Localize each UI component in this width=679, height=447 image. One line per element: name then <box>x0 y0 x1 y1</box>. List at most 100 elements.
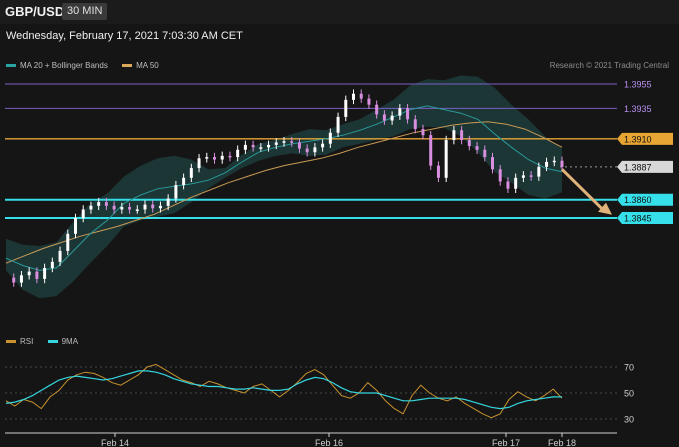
candle-body <box>243 144 247 150</box>
candle-body <box>475 146 479 150</box>
candle-body <box>97 202 101 206</box>
candle-body <box>514 177 518 189</box>
candle-body <box>259 147 263 149</box>
candle-body <box>421 129 425 136</box>
candle-body <box>359 93 363 99</box>
legend-label-9ma: 9MA <box>61 337 79 346</box>
candle-body <box>436 165 440 178</box>
level-tag-1.3887 <box>617 160 673 173</box>
rsi-tick-70: 70 <box>624 363 634 373</box>
candle-body <box>552 160 556 163</box>
legend-label-ma50: MA 50 <box>136 61 159 70</box>
candle-body <box>128 207 132 210</box>
candle-body <box>545 161 549 167</box>
candle-body <box>336 116 340 133</box>
candle-body <box>228 155 232 158</box>
candle-body <box>483 149 487 158</box>
candle-body <box>398 108 402 116</box>
forecast-arrow <box>560 168 606 212</box>
x-tick-label-Feb 14: Feb 14 <box>101 438 129 447</box>
candle-body <box>189 168 193 178</box>
candle-body <box>290 141 294 143</box>
x-tick-label-Feb 16: Feb 16 <box>315 438 343 447</box>
candle-body <box>506 181 510 189</box>
candle-body <box>43 267 47 279</box>
level-tag-1.3910 <box>617 132 673 145</box>
candle-body <box>313 147 317 153</box>
candle-body <box>537 166 541 177</box>
candle-body <box>521 175 525 178</box>
candle-body <box>467 140 471 147</box>
candle-body <box>251 144 255 148</box>
level-label-1.3910: 1.3910 <box>624 134 652 144</box>
candle-body <box>429 135 433 166</box>
candle-body <box>452 130 456 141</box>
candle-body <box>35 271 39 279</box>
forecast-arrowhead <box>598 202 612 215</box>
candle-body <box>174 185 178 199</box>
candle-body <box>382 114 386 121</box>
legend-label-ma20-bb: MA 20 + Bollinger Bands <box>20 61 108 70</box>
level-tag-1.3860 <box>617 193 673 206</box>
candle-body <box>344 99 348 117</box>
candle-body <box>328 132 332 144</box>
candle-body <box>104 202 108 206</box>
candle-body <box>197 158 201 169</box>
rsi-series-RSI <box>5 363 563 419</box>
candle-body <box>460 130 464 141</box>
candle-body <box>220 155 224 160</box>
candle-body <box>89 205 93 210</box>
candle-body <box>66 233 70 251</box>
legend-swatch-ma20-bb <box>6 64 16 68</box>
candle-body <box>50 261 54 268</box>
candle-body <box>74 218 77 234</box>
level-label-1.3887: 1.3887 <box>624 162 652 172</box>
candle-body <box>352 93 355 100</box>
candle-body <box>444 140 448 178</box>
candle-body <box>12 277 16 283</box>
candle-body <box>112 205 116 210</box>
research-credit: Research © 2021 Trading Central <box>549 61 669 70</box>
candle-body <box>491 157 494 170</box>
legend-swatch-ma50 <box>122 64 133 68</box>
candle-body <box>27 271 31 276</box>
candle-body <box>19 275 23 283</box>
candle-body <box>151 204 155 209</box>
candle-body <box>135 209 139 211</box>
rsi-series-9MA <box>5 370 562 410</box>
level-label-1.3935: 1.3935 <box>624 104 652 114</box>
symbol-label: GBP/USD <box>5 4 65 19</box>
candle-body <box>560 160 564 167</box>
x-tick-label-Feb 18: Feb 18 <box>548 438 576 447</box>
level-label-1.3860: 1.3860 <box>624 195 652 205</box>
candle-body <box>375 104 379 115</box>
legend-item-9ma: 9MA <box>47 337 79 346</box>
candle-body <box>120 207 124 210</box>
level-label-1.3955: 1.3955 <box>624 80 652 90</box>
candle-body <box>413 119 417 130</box>
main-legend: MA 20 + Bollinger Bands MA 50 <box>6 61 171 70</box>
candle-body <box>321 143 325 148</box>
rsi-legend: RSI 9MA <box>6 337 90 346</box>
legend-label-rsi: RSI <box>20 337 34 346</box>
rsi-tick-50: 50 <box>624 389 634 399</box>
candle-body <box>267 144 271 148</box>
bollinger-band <box>6 75 562 299</box>
datetime-label: Wednesday, February 17, 2021 7:03:30 AM … <box>6 30 243 42</box>
rsi-tick-30: 30 <box>624 415 634 425</box>
candle-body <box>143 204 147 210</box>
ma50-line <box>5 121 563 264</box>
timeframe-button[interactable]: 30 MIN <box>62 3 108 20</box>
x-tick-label-Feb 17: Feb 17 <box>492 438 520 447</box>
candle-body <box>305 148 309 153</box>
legend-item-rsi: RSI <box>6 337 33 346</box>
candle-body <box>390 115 394 121</box>
candle-body <box>158 205 162 209</box>
candle-body <box>81 209 85 218</box>
legend-swatch-9ma <box>47 340 58 344</box>
candle-body <box>205 157 209 159</box>
candle-body <box>58 250 62 262</box>
candle-body <box>282 141 286 143</box>
top-bar: GBP/USD 30 MIN <box>0 0 679 24</box>
